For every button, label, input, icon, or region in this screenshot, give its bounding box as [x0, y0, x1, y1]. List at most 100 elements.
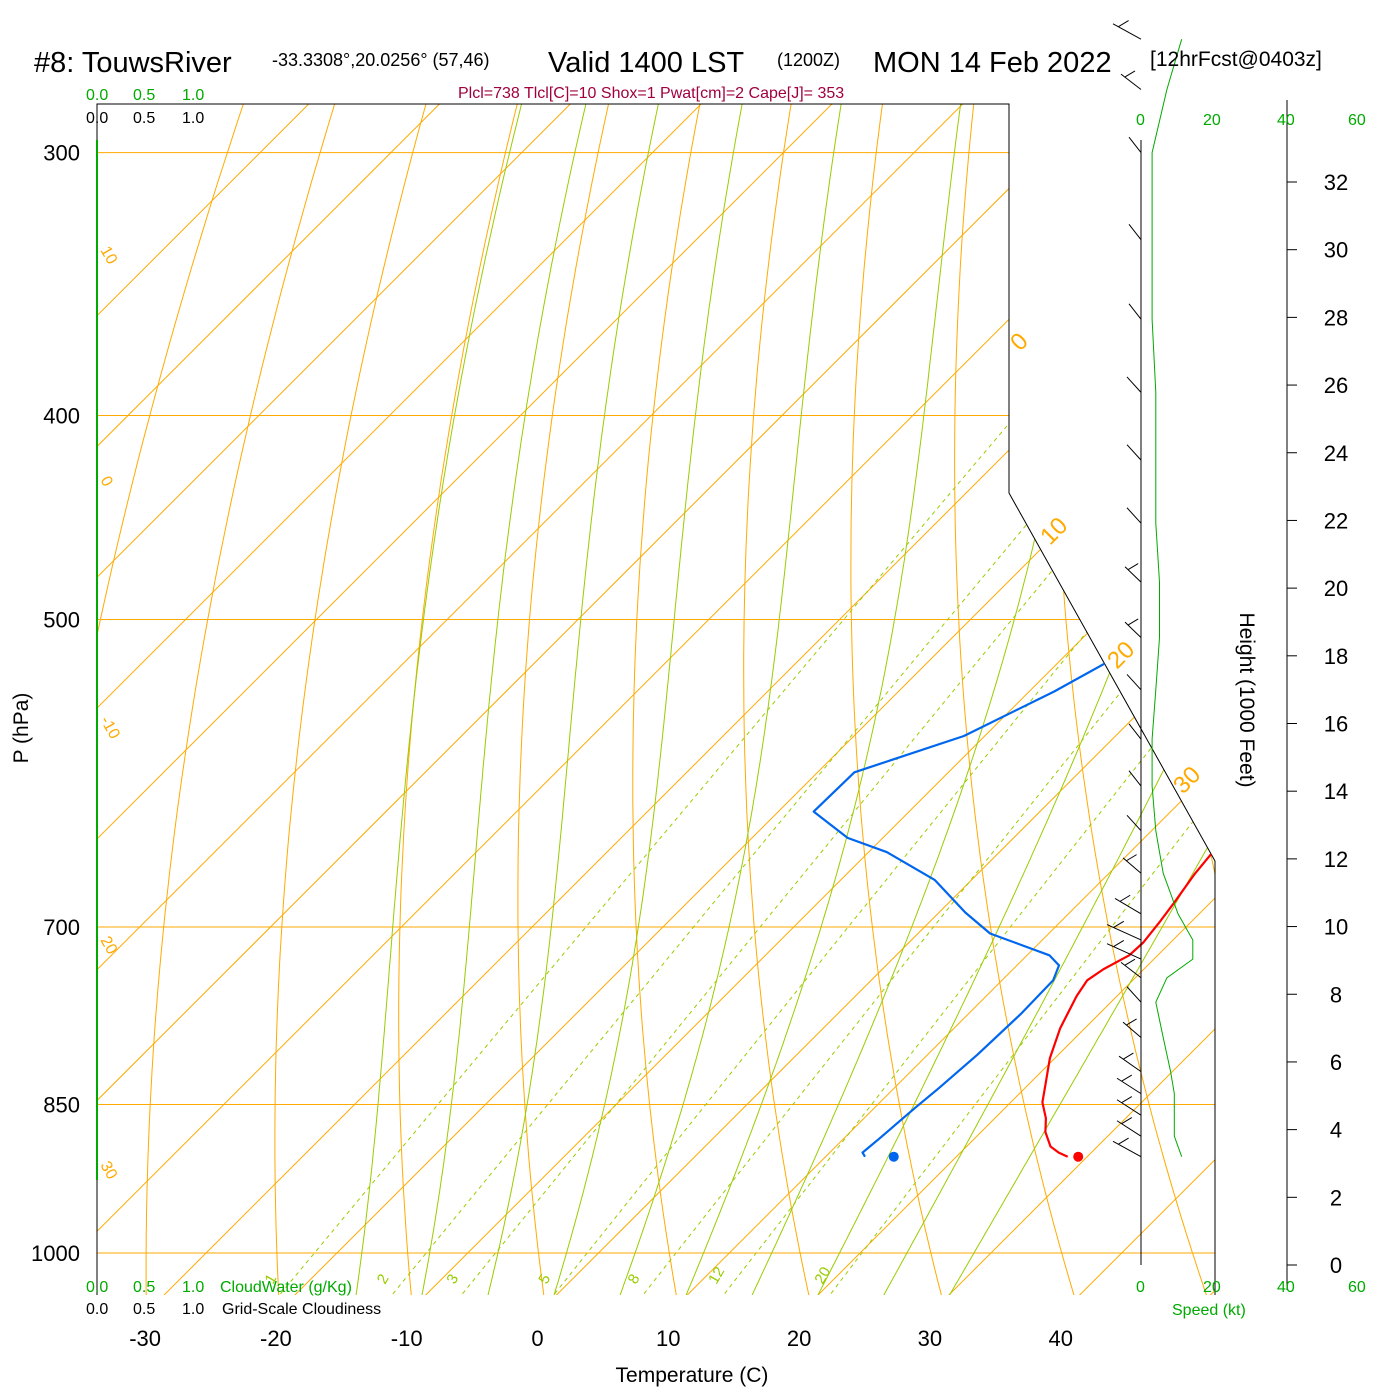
cloudiness-tick-bottom-1: 0.5: [133, 1301, 155, 1318]
mixing-ratio-line: [633, 415, 1215, 1295]
speed-tick-bottom-3: 60: [1348, 1279, 1366, 1296]
wind-barb: [1120, 961, 1142, 979]
height-tick-label: 16: [1324, 712, 1348, 737]
isotherm-label: 20: [1102, 636, 1140, 674]
cloudwater-tick-top-0: 0.0: [86, 87, 108, 104]
isotherm-line: [407, 104, 1215, 1295]
cloudiness-tick-bottom-0: 0.0: [86, 1301, 108, 1318]
wind-barb: [1126, 986, 1142, 1003]
height-tick-label: 14: [1324, 779, 1348, 804]
height-tick-label: 10: [1324, 915, 1348, 940]
mixing-ratio-label: 12: [705, 1264, 728, 1287]
subtitle-indices: Plcl=738 Tlcl[C]=10 Shox=1 Pwat[cm]=2 Ca…: [458, 85, 844, 102]
mixing-ratio-line: [821, 415, 1215, 1295]
mixing-ratio-label: 8: [625, 1271, 644, 1287]
mixing-ratio-label: 3: [443, 1271, 462, 1287]
mixing-ratio-line: [382, 415, 1118, 1295]
wind-barb-flag: [1126, 854, 1137, 862]
cloudwater-tick-bottom-2: 1.0: [182, 1279, 204, 1296]
plot-border: [96, 103, 1216, 1295]
moist-adiabat-line: [942, 104, 1215, 1295]
pressure-tick-label: 400: [43, 404, 80, 429]
wind-barb: [1126, 507, 1142, 524]
height-tick-label: 12: [1324, 847, 1348, 872]
wind-barb-flag: [1121, 1096, 1133, 1103]
right-panel: [1106, 20, 1194, 1265]
x-tick-label: -10: [391, 1326, 423, 1351]
dry-adiabat-line: [954, 104, 1078, 1295]
wind-barb: [1128, 723, 1142, 740]
x-tick-label: 10: [656, 1326, 680, 1351]
cloudiness-tick-top-2: 1.0: [182, 110, 204, 127]
cloudiness-label: Grid-Scale Cloudiness: [222, 1301, 381, 1318]
pressure-tick-label: 700: [43, 915, 80, 940]
pressure-tick-label: 1000: [31, 1241, 80, 1266]
wind-barb: [1126, 444, 1142, 461]
wind-barb: [1128, 770, 1142, 787]
height-axis-title: Height (1000 Feet): [1235, 612, 1258, 787]
mixing-ratio-line: [714, 415, 1215, 1295]
title-station: #8: TouwsRiver: [34, 47, 232, 79]
wind-barb: [1126, 814, 1142, 832]
cloudiness-tick-top-1: 0.5: [133, 110, 155, 127]
x-tick-label: -30: [129, 1326, 161, 1351]
height-tick-label: 0: [1330, 1253, 1342, 1278]
height-tick-label: 6: [1330, 1050, 1342, 1075]
cloudwater-tick-top-2: 1.0: [182, 87, 204, 104]
moist-adiabat-line: [353, 104, 554, 1295]
height-tick-label: 24: [1324, 441, 1348, 466]
moist-adiabat-line: [550, 104, 767, 1295]
wind-barb: [1122, 857, 1142, 874]
mixing-ratio-line: [269, 415, 1017, 1295]
wind-barb-flag: [1124, 70, 1136, 78]
wind-barb: [1106, 943, 1142, 960]
isotherm-line: [97, 104, 1068, 1295]
cloudwater-label: CloudWater (g/Kg): [220, 1279, 352, 1296]
x-axis-title: Temperature (C): [616, 1364, 769, 1387]
dry-adiabat-line: [632, 104, 733, 1295]
parcel-line: [1306, 50, 1400, 673]
wind-barb: [1126, 674, 1142, 691]
title-zulu: (1200Z): [777, 50, 840, 70]
plot-frame: [96, 103, 1216, 1295]
wind-barb: [1128, 303, 1142, 320]
dry-adiabat-label: 0: [97, 474, 116, 490]
wind-barb: [1126, 376, 1142, 393]
wind-barb-flag: [1118, 20, 1129, 28]
dry-adiabat-label: 20: [97, 934, 121, 958]
isotherm-line: [145, 104, 1215, 1295]
dry-adiabat-label: 10: [97, 244, 121, 268]
wind-barb: [1124, 621, 1142, 638]
title-date: MON 14 Feb 2022: [873, 47, 1112, 79]
wind-barb: [1128, 136, 1142, 153]
pressure-tick-label: 500: [43, 607, 80, 632]
speed-tick-top-3: 60: [1348, 112, 1366, 129]
isotherm-line: [668, 104, 1215, 1295]
dry-adiabat-line: [743, 104, 820, 1295]
height-tick-label: 26: [1324, 373, 1348, 398]
wind-barb-flag: [1113, 940, 1125, 947]
height-tick-label: 18: [1324, 644, 1348, 669]
wind-barb: [1128, 223, 1142, 240]
x-tick-label: 30: [918, 1326, 942, 1351]
wind-barb: [1106, 924, 1142, 941]
isotherm-line: [97, 104, 1198, 1295]
moist-adiabat-line: [746, 104, 1121, 1295]
wind-barb: [1116, 1077, 1142, 1095]
height-tick-label: 30: [1324, 238, 1348, 263]
mixing-ratio-label: 5: [535, 1271, 554, 1287]
mixing-ratio-label: 20: [811, 1264, 834, 1287]
cloudiness-tick-bottom-2: 1.0: [182, 1301, 204, 1318]
cloudiness-tick-top-0: 0.0: [86, 110, 108, 127]
x-tick-label: 40: [1048, 1326, 1072, 1351]
mixing-ratio-line: [544, 415, 1215, 1295]
wind-barb-flag: [1119, 894, 1131, 902]
height-tick-label: 32: [1324, 170, 1348, 195]
height-tick-label: 4: [1330, 1118, 1342, 1143]
speed-tick-top-1: 20: [1203, 112, 1221, 129]
mixing-ratio-line: [452, 415, 1181, 1295]
moist-adiabat-line: [484, 104, 686, 1295]
isotherm-line: [97, 104, 675, 1295]
wind-barb: [1116, 1099, 1142, 1116]
